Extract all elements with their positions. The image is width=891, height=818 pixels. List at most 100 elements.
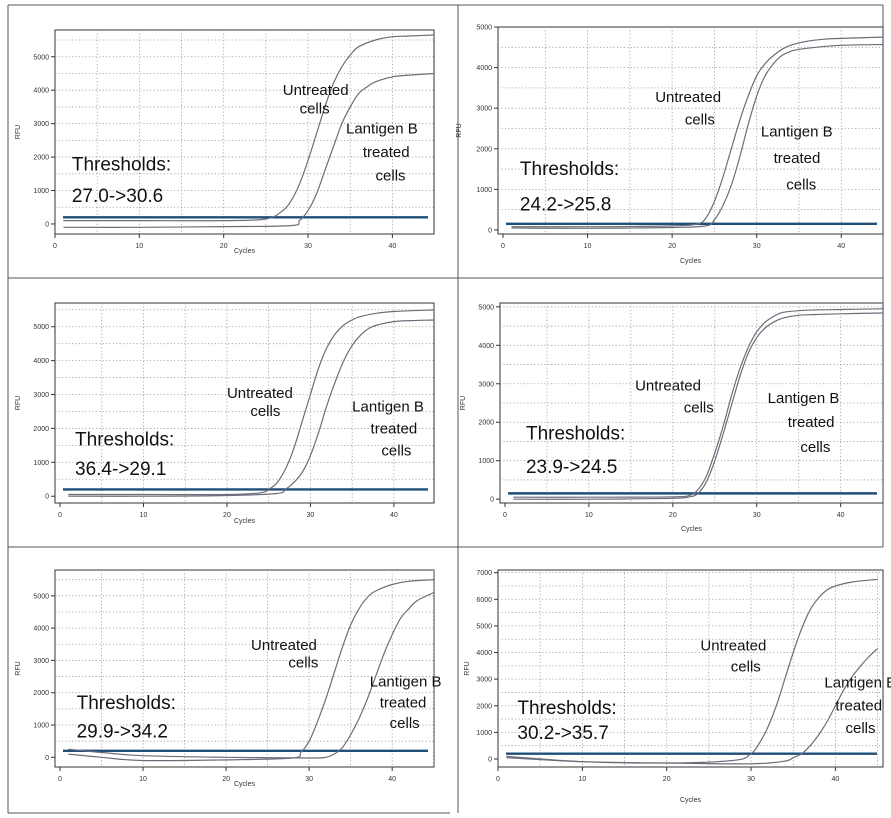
x-tick-label: 30 bbox=[304, 243, 312, 250]
curve-annotation: cells bbox=[800, 439, 830, 456]
plot-area bbox=[63, 309, 434, 497]
x-tick-label: 30 bbox=[305, 776, 313, 783]
y-tick-label: 2000 bbox=[476, 146, 492, 153]
chart-panel-5: 0 10 20 30 40 0 1000 2000 3000 4000 5000 Cycles RFU T… bbox=[15, 569, 441, 788]
curve-annotation: Lantigen B bbox=[824, 675, 891, 692]
x-tick-label: 30 bbox=[747, 776, 755, 783]
curve-annotation: cells bbox=[684, 400, 714, 417]
x-tick-label: 10 bbox=[140, 512, 148, 519]
x-tick-label: 20 bbox=[668, 243, 676, 250]
curve-annotation: Untreated bbox=[655, 89, 721, 106]
curve-annotation: Lantigen B bbox=[346, 121, 418, 138]
thresholds-value: 29.9->34.2 bbox=[77, 721, 168, 742]
y-tick-label: 0 bbox=[45, 494, 49, 501]
plot-frame bbox=[497, 26, 884, 235]
thresholds-label: Thresholds: bbox=[75, 429, 174, 450]
y-axis-title: RFU bbox=[460, 396, 467, 410]
plot-frame bbox=[54, 569, 435, 768]
curve-annotation: cells bbox=[685, 111, 715, 128]
curve-annotation: treated bbox=[371, 421, 418, 438]
y-tick-label: 2000 bbox=[478, 420, 494, 427]
thresholds-label: Thresholds: bbox=[72, 154, 171, 175]
x-tick-label: 10 bbox=[585, 512, 593, 519]
x-tick-label: 10 bbox=[139, 776, 147, 783]
curve-annotation: cells bbox=[846, 720, 876, 737]
x-tick-label: 40 bbox=[388, 243, 396, 250]
y-tick-label: 3000 bbox=[33, 392, 49, 399]
x-axis-title: Cycles bbox=[234, 781, 256, 788]
untreated-curve bbox=[68, 579, 434, 762]
y-tick-label: 3000 bbox=[478, 381, 494, 388]
chart-panel-6: 0 10 20 30 40 0 1000 2000 3000 4000 5000 6000 7000 Cy… bbox=[464, 569, 891, 804]
y-tick-label: 4000 bbox=[33, 88, 49, 95]
chart-panel-3: 0 10 20 30 40 0 1000 2000 3000 4000 5000 Cycles RFU T… bbox=[15, 302, 435, 525]
plot-area bbox=[508, 308, 883, 500]
y-tick-label: 3000 bbox=[33, 121, 49, 128]
chart-panel-1: 0 10 20 30 40 0 1000 2000 3000 4000 5000 Cycles RFU T… bbox=[15, 29, 435, 255]
y-tick-label: 0 bbox=[45, 755, 49, 762]
y-tick-label: 3000 bbox=[476, 677, 492, 684]
x-tick-label: 30 bbox=[753, 243, 761, 250]
curve-annotation: Untreated bbox=[251, 637, 317, 654]
lantigen-b-curve bbox=[506, 648, 879, 765]
curve-annotation: Untreated bbox=[227, 385, 293, 402]
lantigen-b-curve bbox=[511, 43, 883, 229]
curve-annotation: Untreated bbox=[635, 378, 701, 395]
x-axis-title: Cycles bbox=[680, 797, 702, 804]
plot-area bbox=[506, 36, 883, 229]
thresholds-label: Thresholds: bbox=[77, 693, 176, 714]
thresholds-label: Thresholds: bbox=[517, 698, 616, 719]
curve-annotation: treated bbox=[835, 697, 882, 714]
untreated-curve bbox=[511, 36, 883, 228]
y-tick-label: 1000 bbox=[476, 187, 492, 194]
x-tick-label: 0 bbox=[501, 243, 505, 250]
y-tick-label: 4000 bbox=[476, 65, 492, 72]
curve-annotation: treated bbox=[380, 694, 427, 711]
curve-annotation: cells bbox=[250, 403, 280, 420]
lantigen-b-curve bbox=[68, 319, 434, 497]
y-tick-label: 3000 bbox=[476, 106, 492, 113]
y-tick-label: 1000 bbox=[476, 730, 492, 737]
x-tick-label: 40 bbox=[837, 512, 845, 519]
y-tick-label: 5000 bbox=[478, 304, 494, 311]
y-tick-label: 3000 bbox=[33, 658, 49, 665]
y-tick-label: 4000 bbox=[476, 650, 492, 657]
plot-area bbox=[63, 579, 434, 762]
untreated-curve bbox=[63, 34, 434, 222]
curve-annotation: treated bbox=[363, 144, 410, 161]
x-tick-label: 0 bbox=[503, 512, 507, 519]
curve-annotation: cells bbox=[288, 655, 318, 672]
y-tick-label: 5000 bbox=[476, 623, 492, 630]
plot-frame bbox=[54, 302, 435, 504]
untreated-curve bbox=[513, 308, 883, 498]
thresholds-value: 27.0->30.6 bbox=[72, 186, 163, 207]
y-tick-label: 0 bbox=[488, 227, 492, 234]
curve-annotation: treated bbox=[788, 414, 835, 431]
x-tick-label: 40 bbox=[837, 243, 845, 250]
x-tick-label: 20 bbox=[223, 512, 231, 519]
x-tick-label: 10 bbox=[584, 243, 592, 250]
y-tick-label: 7000 bbox=[476, 570, 492, 577]
y-axis-title: RFU bbox=[456, 123, 463, 137]
lantigen-b-curve bbox=[63, 72, 434, 228]
y-tick-label: 6000 bbox=[476, 597, 492, 604]
x-tick-label: 10 bbox=[135, 243, 143, 250]
thresholds-value: 23.9->24.5 bbox=[526, 457, 617, 478]
y-tick-label: 1000 bbox=[478, 458, 494, 465]
y-tick-label: 1000 bbox=[33, 188, 49, 195]
y-tick-label: 1000 bbox=[33, 460, 49, 467]
x-tick-label: 40 bbox=[831, 776, 839, 783]
untreated-curve bbox=[68, 309, 434, 496]
y-tick-label: 5000 bbox=[33, 593, 49, 600]
curve-annotation: Untreated bbox=[283, 82, 349, 99]
y-tick-label: 1000 bbox=[33, 723, 49, 730]
curve-annotation: cells bbox=[731, 659, 761, 676]
curve-annotation: Lantigen B bbox=[768, 390, 840, 407]
x-tick-label: 20 bbox=[222, 776, 230, 783]
y-tick-label: 2000 bbox=[33, 426, 49, 433]
y-tick-label: 0 bbox=[45, 221, 49, 228]
thresholds-label: Thresholds: bbox=[526, 424, 625, 445]
plot-frame bbox=[497, 569, 884, 768]
y-axis-title: RFU bbox=[15, 125, 22, 139]
